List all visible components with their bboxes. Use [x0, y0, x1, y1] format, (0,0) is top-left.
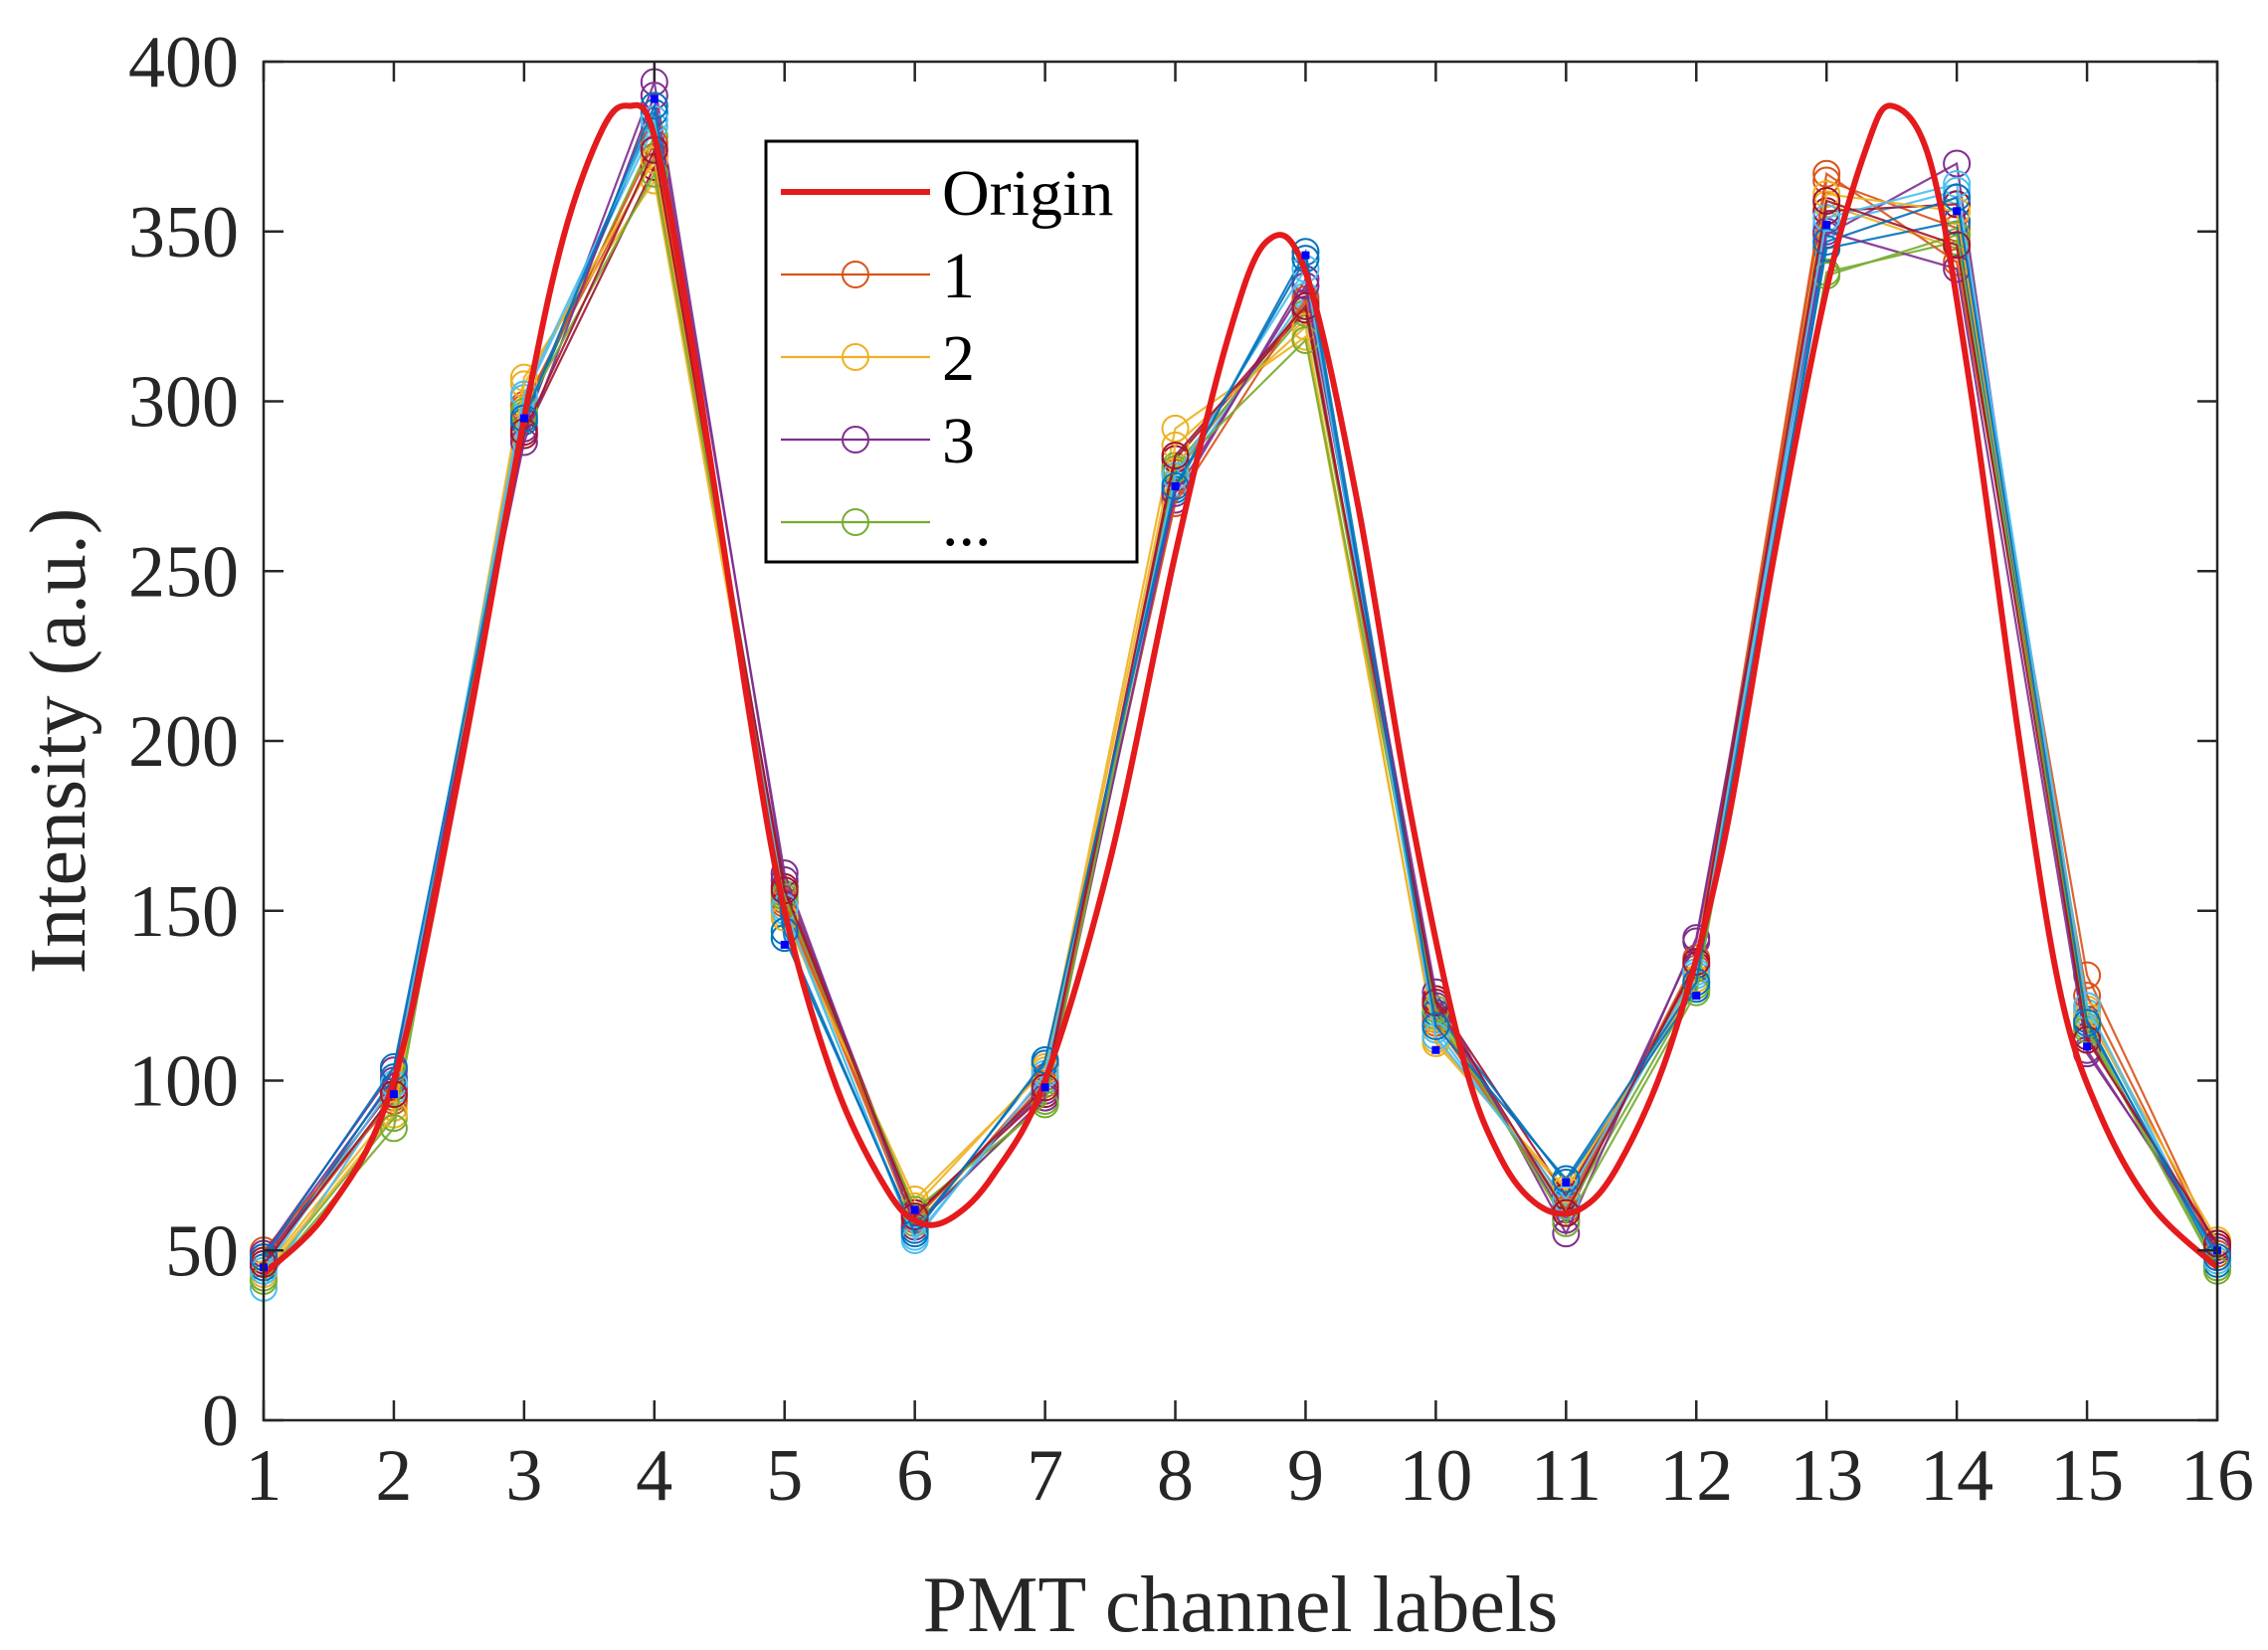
mean-point-ch14 [1953, 207, 1962, 216]
legend-swatch-marker-2 [842, 343, 869, 371]
legend: Origin 1 2 3... [764, 139, 1139, 564]
legend-item-0: Origin [781, 157, 1113, 230]
data-point-s14-ch11 [1552, 1165, 1581, 1193]
x-tick-label-2: 2 [375, 1435, 412, 1517]
legend-swatch-marker-1 [842, 261, 869, 288]
data-point-s13-ch8 [1161, 442, 1190, 470]
y-tick-label-200: 200 [128, 701, 239, 783]
data-point-s13-ch13 [1812, 187, 1841, 216]
y-tick-label-400: 400 [128, 22, 239, 103]
y-tick-label-150: 150 [128, 871, 239, 953]
legend-label-3: 3 [942, 405, 975, 477]
plot-data-group [250, 68, 2231, 1302]
data-point-s8-ch15 [2073, 982, 2102, 1010]
data-point-s11-ch7 [1031, 1090, 1059, 1119]
data-point-s3-ch14 [1943, 149, 1972, 178]
legend-box [764, 139, 1139, 564]
y-tick-label-250: 250 [128, 531, 239, 613]
mean-point-ch11 [1562, 1178, 1571, 1187]
legend-label-0: Origin [942, 157, 1113, 230]
x-tick-label-10: 10 [1399, 1435, 1472, 1517]
x-tick-label-14: 14 [1920, 1435, 1993, 1517]
mean-point-ch9 [1301, 251, 1310, 260]
mean-point-ch12 [1692, 992, 1701, 1001]
mean-point-ch5 [780, 940, 789, 949]
x-tick-label-16: 16 [2180, 1435, 2254, 1517]
axis-ticks-group: 1 2 3 4 5 6 7 8 9 10 11 12 13 14 15 1605010015020025030… [128, 22, 2254, 1517]
x-tick-label-1: 1 [246, 1435, 283, 1517]
legend-item-1: 1 [781, 240, 975, 312]
data-point-s12-ch6 [900, 1226, 929, 1255]
data-point-s2-ch8 [1161, 414, 1190, 443]
y-tick-label-50: 50 [165, 1210, 239, 1292]
legend-swatch-marker-3 [842, 426, 869, 454]
data-point-s10-ch11 [1552, 1219, 1581, 1248]
x-tick-label-3: 3 [505, 1435, 542, 1517]
y-tick-label-350: 350 [128, 192, 239, 274]
mean-point-ch4 [650, 94, 659, 103]
legend-swatch-marker-4 [842, 508, 869, 536]
series-line-10 [263, 91, 2218, 1255]
y-tick-label-300: 300 [128, 362, 239, 444]
x-axis-title: PMT channel labels [923, 1561, 1558, 1649]
mean-point-ch8 [1171, 481, 1180, 490]
data-point-s14-ch10 [1421, 1011, 1450, 1040]
legend-item-4: ... [781, 487, 992, 560]
series-line-8 [263, 139, 2218, 1255]
data-point-s8-ch13 [1812, 159, 1841, 188]
legend-item-3: 3 [781, 405, 975, 477]
x-tick-label-5: 5 [766, 1435, 803, 1517]
x-tick-label-9: 9 [1287, 1435, 1324, 1517]
x-tick-label-13: 13 [1790, 1435, 1863, 1517]
mean-point-ch2 [389, 1090, 398, 1099]
data-point-s13-ch14 [1943, 231, 1972, 260]
series-14 [250, 92, 2231, 1272]
mean-point-ch13 [1822, 220, 1831, 229]
series-line-14 [263, 101, 2218, 1258]
mean-point-ch7 [1040, 1083, 1049, 1092]
data-point-s11-ch11 [1552, 1208, 1581, 1237]
origin-curve [261, 101, 2220, 1277]
x-tick-label-7: 7 [1027, 1435, 1063, 1517]
legend-label-2: 2 [942, 322, 975, 395]
series-line-9 [263, 156, 2218, 1275]
y-tick-label-100: 100 [128, 1041, 239, 1123]
mean-point-ch6 [910, 1205, 919, 1214]
legend-label-1: 1 [942, 240, 975, 312]
series-line-6 [263, 163, 2218, 1262]
series-line-2 [263, 177, 2218, 1272]
y-tick-label-0: 0 [202, 1380, 239, 1462]
legend-item-2: 2 [781, 322, 975, 395]
mean-point-ch3 [519, 414, 528, 423]
series-line-13 [263, 146, 2218, 1265]
x-tick-label-12: 12 [1659, 1435, 1733, 1517]
x-tick-label-4: 4 [636, 1435, 672, 1517]
mean-point-ch15 [2083, 1042, 2092, 1051]
x-tick-label-6: 6 [896, 1435, 933, 1517]
legend-label-4: ... [942, 487, 992, 560]
data-point-s11-ch2 [379, 1114, 408, 1143]
y-axis-title: Intensity (a.u.) [15, 508, 102, 975]
data-point-s11-ch4 [640, 159, 668, 188]
x-tick-label-11: 11 [1531, 1435, 1602, 1517]
x-tick-label-15: 15 [2050, 1435, 2124, 1517]
mean-point-ch10 [1431, 1045, 1440, 1054]
x-tick-label-8: 8 [1157, 1435, 1194, 1517]
data-point-s14-ch15 [2073, 1008, 2102, 1037]
